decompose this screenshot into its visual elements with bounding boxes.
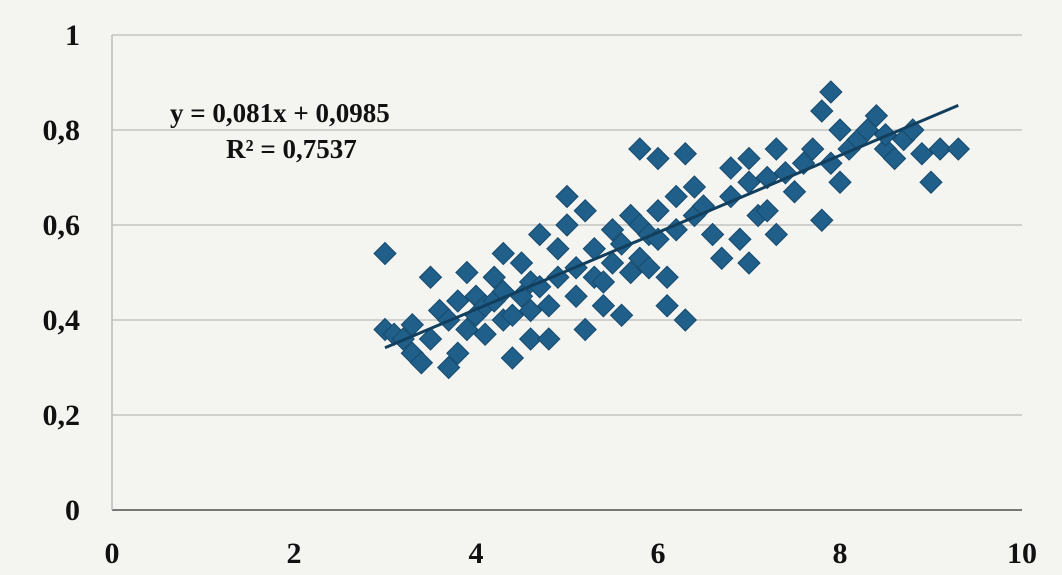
data-point xyxy=(719,156,743,180)
data-point xyxy=(637,256,661,280)
data-point xyxy=(928,137,952,161)
data-point xyxy=(518,298,543,323)
x-tick-label: 2 xyxy=(287,537,302,570)
data-point xyxy=(618,260,643,285)
data-point xyxy=(819,80,843,104)
x-tick-label: 4 xyxy=(469,537,484,570)
data-point xyxy=(773,161,798,185)
data-point xyxy=(573,199,597,223)
data-point xyxy=(500,346,525,370)
data-point xyxy=(782,180,807,204)
data-point xyxy=(436,355,461,380)
data-point xyxy=(719,184,743,209)
data-point xyxy=(482,265,506,289)
trendline-group xyxy=(384,104,959,350)
data-point xyxy=(709,246,734,270)
data-point xyxy=(864,104,889,128)
data-point xyxy=(418,327,443,351)
data-point xyxy=(855,118,880,142)
x-tick-label: 0 xyxy=(105,537,120,570)
x-tick-label: 8 xyxy=(833,537,848,570)
x-tick-label: 10 xyxy=(1007,537,1037,570)
data-point xyxy=(655,294,679,318)
data-point xyxy=(409,351,434,375)
y-tick-label: 0,4 xyxy=(43,304,81,337)
data-point xyxy=(910,142,934,166)
data-point xyxy=(446,341,470,365)
y-tick-label: 0,6 xyxy=(43,209,81,242)
data-point xyxy=(455,260,479,285)
data-point xyxy=(418,265,443,289)
axes xyxy=(111,35,1022,511)
data-point xyxy=(800,137,825,161)
data-point xyxy=(764,222,789,247)
data-point xyxy=(491,241,516,266)
data-point xyxy=(373,241,397,266)
data-point xyxy=(600,251,625,275)
data-point xyxy=(518,327,543,351)
data-point xyxy=(810,99,834,123)
data-point xyxy=(537,294,561,318)
data-point xyxy=(609,303,634,327)
data-point xyxy=(555,184,579,209)
data-point xyxy=(500,303,525,327)
data-point xyxy=(728,227,752,251)
data-point xyxy=(655,265,679,289)
data-point xyxy=(737,146,761,171)
y-tick-label: 0 xyxy=(65,494,80,527)
y-tick-label: 1 xyxy=(65,19,80,52)
y-tick-label: 0,8 xyxy=(43,114,81,147)
data-point xyxy=(628,137,652,161)
data-point xyxy=(591,294,616,318)
data-point xyxy=(527,222,552,247)
tick-labels: 00,20,40,60,810 2 4 6 8 10 xyxy=(43,19,1038,570)
data-point xyxy=(673,308,698,332)
data-point xyxy=(755,199,779,223)
data-point xyxy=(573,317,597,342)
data-point xyxy=(473,322,497,346)
trendline-equation: y = 0,081x + 0,0985 xyxy=(170,98,390,128)
data-point xyxy=(546,237,570,261)
data-point xyxy=(673,142,698,166)
data-points xyxy=(373,80,971,380)
data-point xyxy=(700,222,725,247)
x-tick-label: 6 xyxy=(651,537,666,570)
data-point xyxy=(882,146,907,171)
data-point xyxy=(591,270,616,294)
data-point xyxy=(810,208,834,232)
data-point xyxy=(555,213,579,237)
trendline xyxy=(384,104,959,350)
data-point xyxy=(600,218,625,242)
data-point xyxy=(646,199,670,223)
data-point xyxy=(455,317,479,342)
data-point xyxy=(537,327,561,351)
data-point xyxy=(737,251,761,275)
data-point xyxy=(828,118,852,142)
data-point xyxy=(682,175,707,199)
data-point xyxy=(509,251,534,275)
data-point xyxy=(446,289,470,313)
data-point xyxy=(919,170,943,194)
data-point xyxy=(764,137,789,161)
trendline-r-squared: R² = 0,7537 xyxy=(226,134,357,164)
y-tick-label: 0,2 xyxy=(43,399,81,432)
data-point xyxy=(664,218,688,242)
data-point xyxy=(828,170,852,194)
data-point xyxy=(646,146,670,171)
data-point xyxy=(946,137,971,161)
data-point xyxy=(664,184,688,209)
data-point xyxy=(564,284,588,308)
